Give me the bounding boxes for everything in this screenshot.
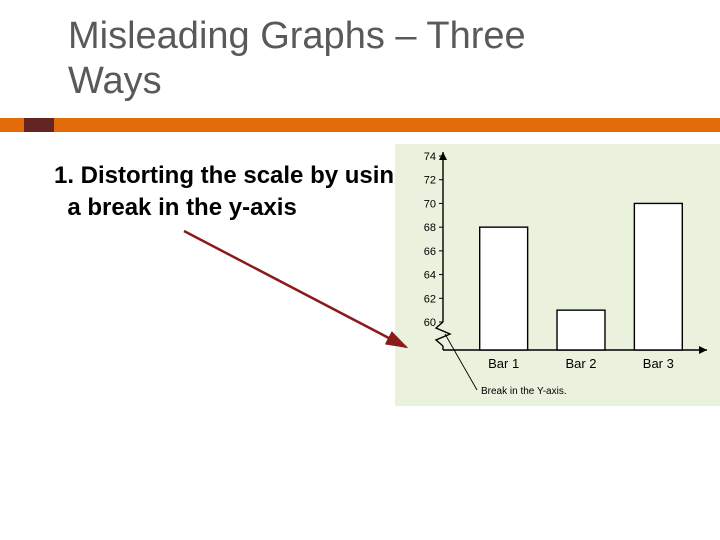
break-caption: Break in the Y-axis.: [481, 386, 567, 397]
bar-chart: 60 62 64 66 68 70 72 74 Bar 1 Bar 2 Bar 3 Break in …: [395, 144, 720, 406]
title-line-1: Misleading Graphs – Three: [68, 15, 526, 57]
bar-label: Bar 3: [643, 356, 674, 371]
svg-text:64: 64: [424, 270, 436, 282]
bar: [480, 227, 528, 350]
accent-block: [24, 118, 54, 132]
body-line-1: 1. Distorting the scale by using: [54, 162, 409, 189]
svg-text:70: 70: [424, 198, 436, 210]
bar-label: Bar 1: [488, 356, 519, 371]
svg-text:72: 72: [424, 175, 436, 187]
svg-text:60: 60: [424, 317, 436, 329]
svg-text:68: 68: [424, 222, 436, 234]
bar: [634, 203, 682, 350]
accent-bar: [0, 118, 720, 132]
svg-text:62: 62: [424, 293, 436, 305]
chart-container: 60 62 64 66 68 70 72 74 Bar 1 Bar 2 Bar 3 Break in …: [395, 144, 720, 406]
svg-text:74: 74: [424, 151, 436, 163]
body-text: 1. Distorting the scale by using a break…: [54, 160, 409, 225]
bar-label: Bar 2: [565, 356, 596, 371]
svg-text:66: 66: [424, 246, 436, 258]
slide-title: Misleading Graphs – Three Ways: [68, 14, 526, 104]
title-line-2: Ways: [68, 60, 162, 102]
body-line-2: a break in the y-axis: [67, 194, 296, 221]
arrow-annotation: [180, 227, 418, 357]
bar: [557, 310, 605, 350]
